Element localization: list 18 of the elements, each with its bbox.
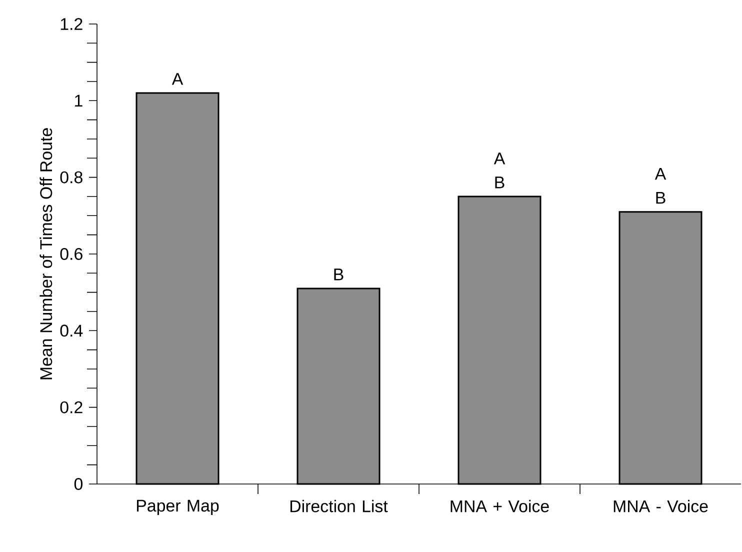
y-axis-title: Mean Number of Times Off Route (40, 128, 52, 380)
y-tick-label: 0.6 (60, 248, 82, 260)
annotation: A (172, 73, 184, 85)
y-tick-label: 1.2 (60, 18, 82, 30)
y-tick-label: 0 (74, 478, 83, 490)
annotation: B (495, 176, 504, 188)
annotation: B (334, 268, 344, 280)
annotation: A (654, 168, 666, 180)
x-tick-label: Paper Map (137, 500, 219, 515)
annotation: A (494, 152, 506, 164)
y-tick-label: 0.8 (60, 171, 82, 184)
annotation: B (656, 192, 666, 204)
x-tick-label: Direction List (290, 500, 388, 512)
y-tick-label: 1 (75, 94, 82, 106)
y-tick-label: 0.4 (60, 324, 83, 337)
x-tick-label: MNA + Voice (450, 500, 549, 512)
y-tick-label: 0.2 (60, 401, 82, 414)
x-tick-label: MNA - Voice (614, 500, 708, 512)
